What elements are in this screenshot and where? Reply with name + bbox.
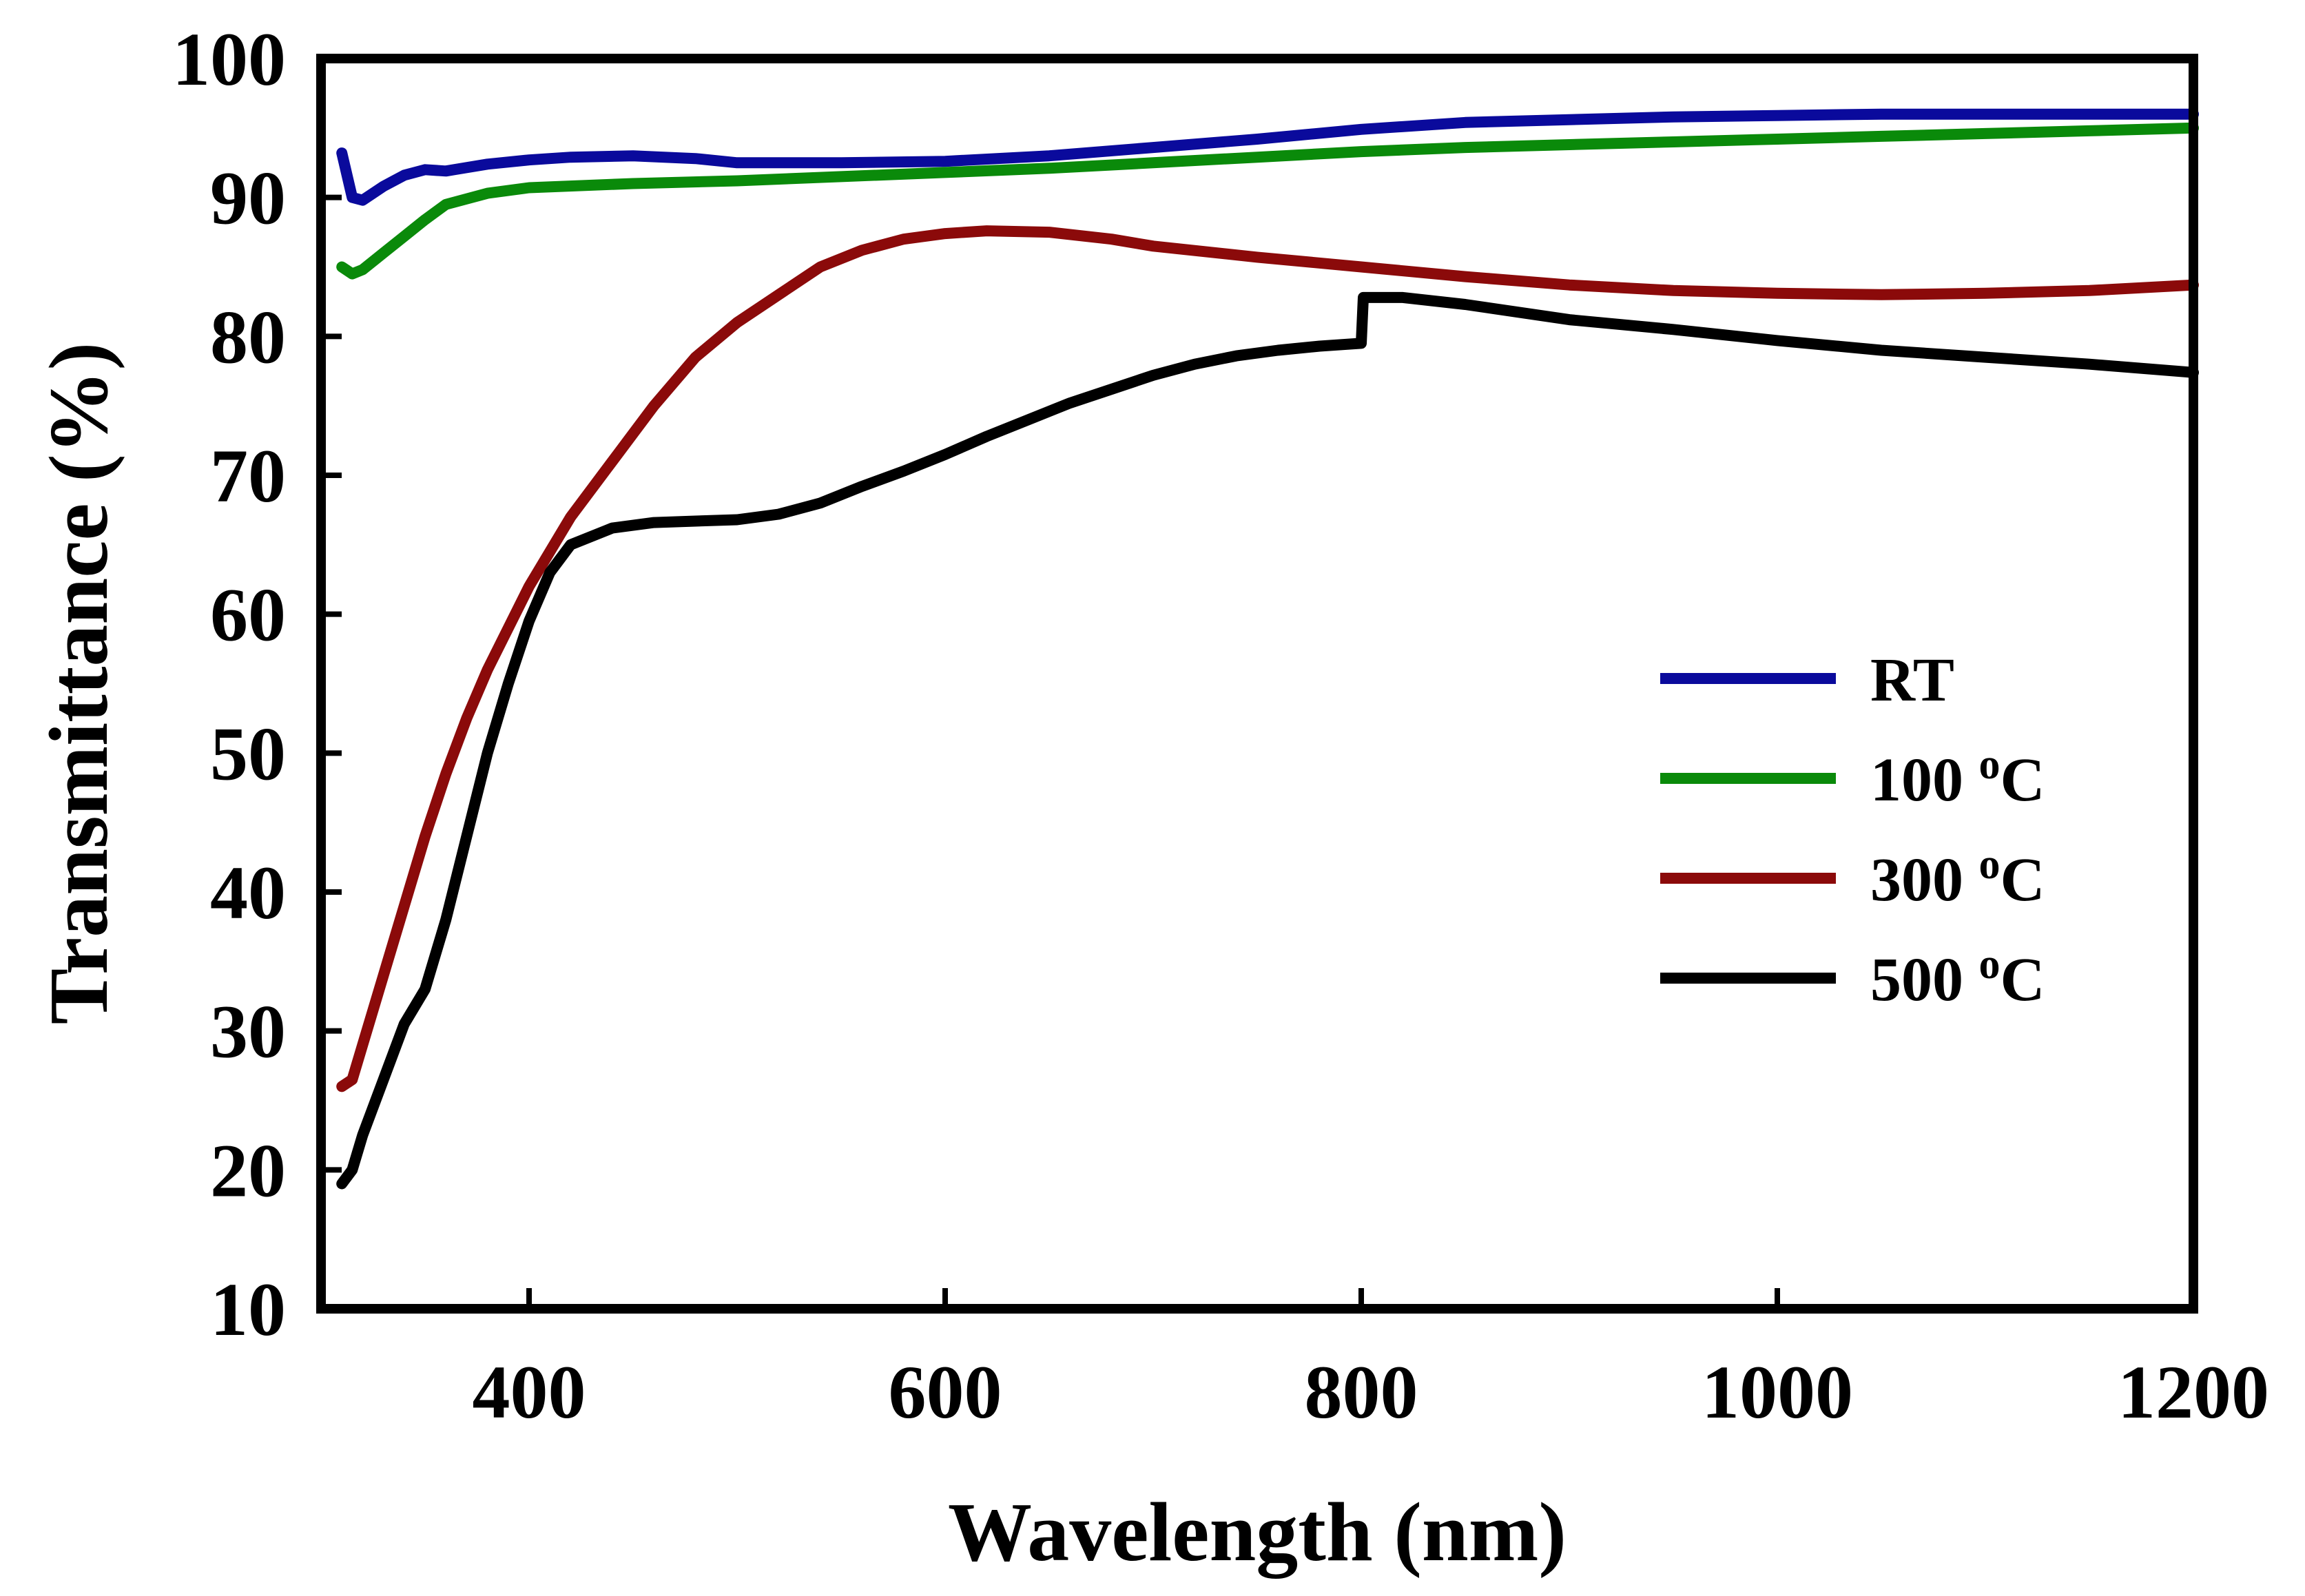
series-line-2 — [336, 225, 2199, 1092]
y-tick-label-4: 50 — [210, 712, 286, 796]
y-tick-label-0: 10 — [210, 1267, 286, 1351]
y-tick-labels: 10 20 30 40 50 60 70 80 90 100 — [172, 17, 286, 1351]
series-line-1 — [336, 122, 2199, 280]
series-line-0 — [336, 108, 2199, 206]
y-tick-label-6: 70 — [210, 434, 286, 518]
y-tick-label-9: 100 — [172, 17, 286, 101]
y-tick-label-7: 80 — [210, 295, 286, 379]
plot-frame — [316, 54, 2198, 1314]
x-tick-label-2: 800 — [1305, 1350, 1418, 1434]
y-tick-label-2: 30 — [210, 990, 286, 1074]
series-line-3 — [336, 291, 2199, 1190]
y-tick-label-8: 90 — [210, 156, 286, 240]
y-tick-label-5: 60 — [210, 573, 286, 657]
x-axis-label: Wavelength (nm) — [948, 1486, 1567, 1579]
y-tick-label-3: 40 — [210, 851, 286, 935]
legend-label-3: 500 oC — [1870, 941, 2045, 1014]
legend-label-1: 100 oC — [1870, 741, 2045, 814]
series-layer — [336, 108, 2199, 1190]
x-tick-label-3: 1000 — [1702, 1350, 1853, 1434]
y-axis-label: Transmittance (%) — [32, 342, 125, 1024]
legend-label-2: 300 oC — [1870, 841, 2045, 914]
x-tick-label-4: 1200 — [2118, 1350, 2269, 1434]
x-tick-label-0: 400 — [473, 1350, 586, 1434]
legend-label-0: RT — [1870, 646, 1954, 714]
x-tick-labels: 400 600 800 1000 1200 — [473, 1350, 2270, 1434]
x-tick-label-1: 600 — [889, 1350, 1002, 1434]
y-tick-label-1: 20 — [210, 1128, 286, 1212]
legend: RT 100 oC 300 oC 500 oC — [1660, 646, 2045, 1014]
